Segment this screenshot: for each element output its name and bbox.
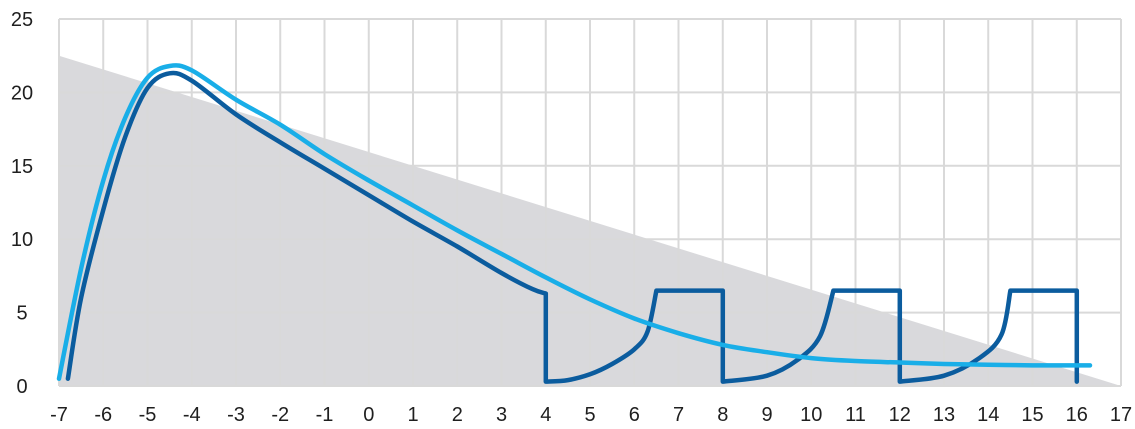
x-tick-label: -6 [94,404,112,424]
y-tick-label: 15 [11,156,33,178]
y-tick-label: 10 [11,229,33,251]
y-tick-label: 20 [11,82,33,104]
x-tick-label: 12 [889,404,911,424]
x-tick-label: 13 [933,404,955,424]
x-tick-label: -1 [316,404,334,424]
axis-labels-layer: -7 -6 -5 -4 -3 -2 -1 0 1 2 3 4 5 6 7 8 9 10 11 12 13 14 15 16 17… [11,9,1132,426]
y-tick-label: 5 [16,303,27,325]
x-tick-label: 7 [673,404,684,424]
x-tick-label: 15 [1021,404,1043,424]
x-tick-label: 3 [496,404,507,424]
x-tick-label: 2 [452,404,463,424]
x-tick-label: -2 [271,404,289,424]
x-tick-label: 5 [584,404,595,424]
x-tick-label: 8 [717,404,728,424]
y-tick-label: 0 [16,376,27,398]
x-tick-label: 4 [540,404,551,424]
x-tick-label: 9 [761,404,772,424]
x-tick-label: -7 [50,404,68,424]
x-tick-label: 16 [1066,404,1088,424]
x-tick-label: 14 [977,404,999,424]
x-tick-label: -5 [139,404,157,424]
series-layer [56,63,1093,384]
x-tick-label: 1 [407,404,418,424]
x-tick-label: 10 [800,404,822,424]
dark-blue-series-line [65,70,1080,384]
grid-layer [58,18,1122,387]
x-tick-label: -4 [183,404,201,424]
x-tick-label: 6 [629,404,640,424]
x-tick-label: 11 [845,404,866,424]
y-tick-label: 25 [11,9,33,31]
light-blue-series-line [56,63,1093,381]
x-tick-label: -3 [227,404,245,424]
x-tick-label: 17 [1110,404,1132,424]
x-tick-label: 0 [363,404,374,424]
